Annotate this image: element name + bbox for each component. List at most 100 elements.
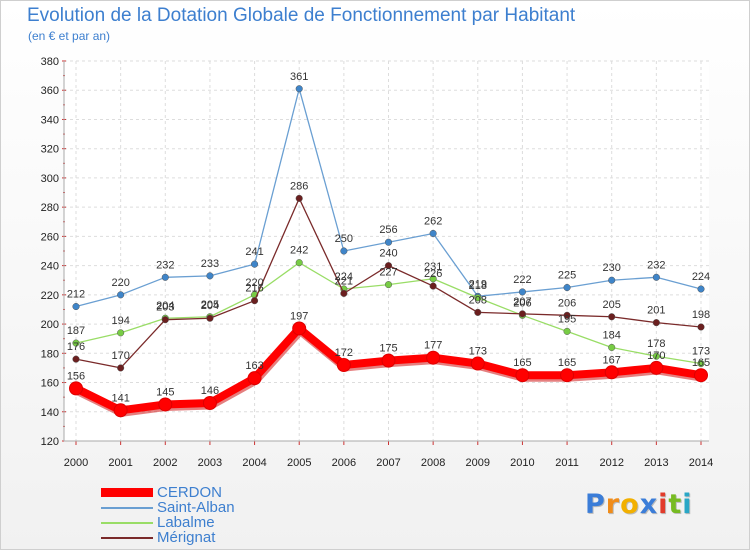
data-label-saint-alban: 233 bbox=[201, 258, 219, 270]
x-tick-label: 2002 bbox=[153, 457, 177, 469]
data-label-labalme: 204 bbox=[156, 300, 174, 312]
x-tick-label: 2007 bbox=[376, 457, 400, 469]
point-saint-alban bbox=[697, 285, 705, 293]
data-label-saint-alban: 225 bbox=[558, 270, 576, 282]
point-merignat bbox=[518, 310, 526, 318]
point-saint-alban bbox=[384, 238, 393, 246]
data-label-cerdon: 165 bbox=[558, 357, 576, 369]
x-tick-label: 2010 bbox=[510, 457, 534, 469]
data-label-labalme: 195 bbox=[558, 313, 576, 325]
data-label-cerdon: 146 bbox=[201, 385, 219, 397]
x-tick-label: 2012 bbox=[599, 457, 623, 469]
y-tick-label: 120 bbox=[41, 436, 59, 448]
point-cerdon bbox=[515, 368, 530, 383]
data-label-labalme: 220 bbox=[245, 277, 263, 289]
y-tick-label: 300 bbox=[41, 173, 59, 185]
legend-swatch-cerdon bbox=[101, 488, 153, 497]
chart-subtitle: (en € et par an) bbox=[28, 29, 111, 43]
logo-letter: i bbox=[658, 489, 669, 520]
point-labalme bbox=[72, 339, 80, 347]
series-group bbox=[69, 85, 708, 418]
point-merignat bbox=[652, 319, 660, 327]
point-labalme bbox=[117, 329, 125, 337]
legend-label-labalme: Labalme bbox=[157, 514, 215, 531]
data-label-labalme: 224 bbox=[335, 271, 353, 283]
point-cerdon bbox=[560, 368, 575, 383]
point-merignat bbox=[474, 308, 482, 316]
point-cerdon bbox=[649, 360, 664, 375]
y-tick-label: 280 bbox=[41, 202, 59, 214]
data-label-merignat: 216 bbox=[245, 283, 263, 295]
y-tick-label: 160 bbox=[41, 378, 59, 390]
y-tick-label: 380 bbox=[41, 56, 59, 68]
point-merignat bbox=[429, 282, 437, 290]
point-saint-alban bbox=[429, 229, 437, 238]
x-tick-label: 2011 bbox=[555, 457, 579, 469]
data-label-merignat: 221 bbox=[335, 275, 353, 287]
y-tick-label: 220 bbox=[41, 290, 59, 302]
logo-letter: x bbox=[639, 489, 659, 520]
data-label-merignat: 207 bbox=[513, 296, 531, 308]
data-label-labalme: 184 bbox=[603, 329, 621, 341]
data-label-merignat: 240 bbox=[379, 248, 397, 260]
data-label-merignat: 286 bbox=[290, 180, 308, 192]
point-merignat bbox=[117, 364, 125, 372]
y-tick-label: 260 bbox=[41, 231, 59, 243]
point-cerdon bbox=[69, 381, 83, 396]
point-merignat bbox=[206, 314, 214, 322]
point-cerdon bbox=[247, 371, 262, 386]
data-label-merignat: 204 bbox=[201, 300, 219, 312]
point-merignat bbox=[72, 355, 80, 363]
data-label-cerdon: 145 bbox=[156, 386, 174, 398]
data-label-cerdon: 165 bbox=[692, 357, 710, 369]
point-merignat bbox=[384, 262, 393, 270]
point-saint-alban bbox=[563, 283, 571, 292]
point-merignat bbox=[295, 194, 303, 202]
point-cerdon bbox=[426, 350, 441, 365]
legend-swatch-labalme bbox=[101, 522, 153, 524]
point-saint-alban bbox=[72, 302, 80, 311]
data-label-saint-alban: 262 bbox=[424, 215, 442, 227]
point-labalme bbox=[608, 343, 616, 352]
point-cerdon bbox=[202, 396, 217, 410]
data-label-saint-alban: 241 bbox=[245, 246, 263, 258]
x-tick-label: 2003 bbox=[198, 457, 222, 469]
legend-label-merignat: Mérignat bbox=[157, 529, 216, 546]
y-tick-label: 240 bbox=[41, 261, 59, 273]
data-label-merignat: 226 bbox=[424, 268, 442, 280]
point-cerdon bbox=[604, 365, 619, 380]
y-tick-label: 340 bbox=[41, 114, 59, 126]
data-label-labalme: 173 bbox=[692, 346, 710, 358]
y-tick-label: 200 bbox=[41, 319, 59, 331]
y-tick-label: 180 bbox=[41, 348, 59, 360]
point-saint-alban bbox=[251, 260, 259, 268]
point-labalme bbox=[697, 359, 705, 368]
data-label-merignat: 201 bbox=[647, 305, 665, 317]
x-tick-label: 2006 bbox=[332, 457, 356, 469]
data-label-cerdon: 167 bbox=[603, 354, 621, 366]
point-saint-alban bbox=[117, 291, 125, 299]
data-label-labalme: 227 bbox=[379, 267, 397, 279]
point-labalme bbox=[429, 275, 437, 283]
point-labalme bbox=[474, 294, 482, 302]
x-tick-label: 2014 bbox=[689, 457, 713, 469]
data-label-saint-alban: 250 bbox=[335, 233, 353, 245]
point-saint-alban bbox=[518, 288, 526, 296]
point-merignat bbox=[563, 311, 571, 319]
x-tick-label: 2005 bbox=[287, 457, 311, 469]
point-cerdon bbox=[292, 321, 307, 336]
logo-letter: t bbox=[668, 489, 683, 520]
data-label-cerdon: 165 bbox=[513, 357, 531, 369]
data-label-saint-alban: 232 bbox=[156, 259, 174, 271]
x-tick-label: 2009 bbox=[466, 457, 490, 469]
data-label-merignat: 206 bbox=[558, 297, 576, 309]
point-cerdon bbox=[381, 353, 396, 368]
data-label-labalme: 231 bbox=[424, 261, 442, 273]
x-tick-label: 2013 bbox=[644, 457, 668, 469]
y-tick-label: 320 bbox=[41, 144, 59, 156]
logo-letter: P bbox=[585, 489, 606, 520]
point-labalme bbox=[295, 259, 303, 267]
legend-label-saint-alban: Saint-Alban bbox=[157, 499, 235, 516]
